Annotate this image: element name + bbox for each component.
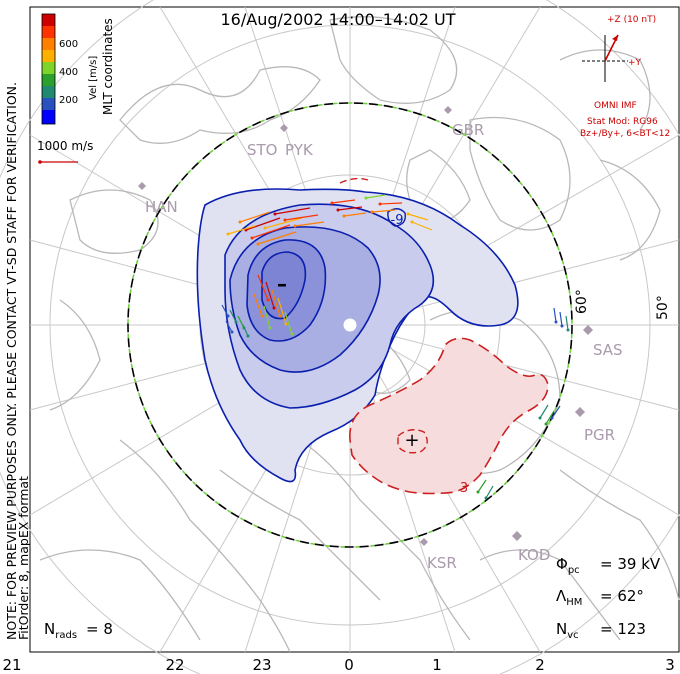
imf-z-label: +Z (10 nT) [607,15,656,25]
station-ksr: KSR [427,554,457,572]
imf-dial [582,34,628,82]
mlt-label-3: 3 [665,656,675,674]
vector-cluster-east [476,307,570,500]
station-sas: SAS [593,341,623,359]
station-pyk: PYK [285,141,314,159]
mlt-label-0: 0 [344,656,354,674]
preview-note: NOTE: FOR PREVIEW PURPOSES ONLY. PLEASE … [4,82,19,640]
vector-cluster-lowwest [221,304,250,338]
ref-vector-label: 1000 m/s [37,139,93,153]
nvc-value: = 123 [600,620,646,638]
positive-potential-cell: + 3 [339,177,549,496]
station-sto: STO [247,141,278,159]
colorbar-tick-200: 200 [59,95,78,106]
pos-contour-label: 3 [460,481,468,496]
vector-cluster-north [330,194,433,231]
colorbar-tick-600: 600 [59,39,78,50]
pole-marker [343,318,357,332]
colorbar-label: Vel [m/s] [88,56,99,100]
imf-source: OMNI IMF [594,101,637,111]
nrads-label: Nrads [44,620,77,641]
fitorder-note: FitOrder: 8, mapEX format [16,476,31,640]
ref-vector-dot [38,160,42,164]
pos-small-contour [339,177,369,184]
mlt-axis: 21 22 23 0 1 2 3 [2,656,674,674]
phi-pc-label: Φpc [556,555,580,576]
imf-condition: Bz+/By+, 6<BT<12 [580,129,670,139]
lambda-hm-value: = 62° [600,587,644,605]
station-pgr: PGR [584,426,615,444]
station-gbr: GBR [452,121,484,139]
hm-boundary-green [127,102,573,548]
imf-y-label: +Y [628,58,642,68]
mlt-label-22: 22 [165,656,184,674]
mlt-label-23: 23 [252,656,271,674]
positive-cell-marker: + [404,430,419,451]
velocity-colorbar [41,13,56,125]
vector-cluster-west [226,207,325,246]
nrads-value: = 8 [86,620,113,638]
neg-contour-label: -9 [391,213,404,228]
station-labels: STO PYK GBR HAN SAS PGR KSR KOD [145,121,623,572]
colorbar-tick-400: 400 [59,67,78,78]
neg-small-contour [387,208,406,227]
hm-boundary-black [127,102,573,548]
station-markers [138,106,593,546]
station-han: HAN [145,198,178,216]
neg-contour-5 [261,251,307,320]
mlt-label-1: 1 [432,656,442,674]
mlt-label-21: 21 [2,656,21,674]
vector-cluster-center [253,274,294,336]
negative-cell-marker: – [277,272,287,296]
pos-contour-inner [397,429,428,454]
velocity-vectors [221,194,570,500]
mlt-label-2: 2 [535,656,545,674]
map-title: 16/Aug/2002 14:00–14:02 UT [221,10,456,29]
lambda-hm-label: ΛHM [556,587,582,608]
nvc-label: Nvc [556,620,579,641]
imf-model: Stat Mod: RG96 [587,117,658,127]
station-kod: KOD [518,546,550,564]
lat-label-50: 50° [655,295,671,320]
pos-contour-outer [349,337,549,495]
coord-system-label: MLT coordinates [101,18,115,115]
lat-label-60: 60° [574,289,590,314]
phi-pc-value: = 39 kV [600,555,661,573]
negative-potential-cell: – -9 [196,188,519,483]
